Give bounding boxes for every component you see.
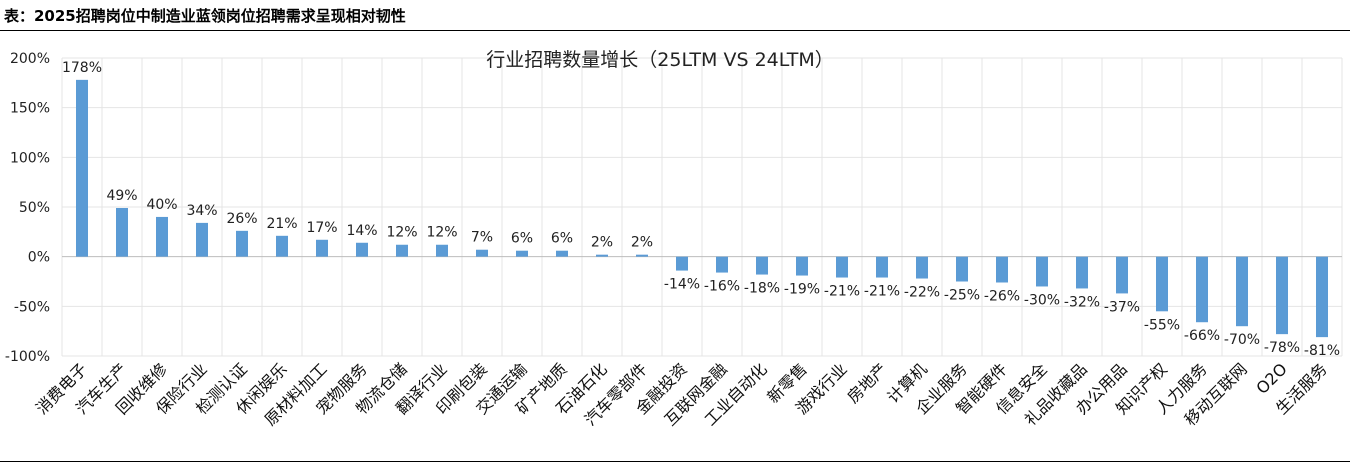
bar (356, 242, 368, 257)
data-label: -25% (944, 288, 980, 304)
bar (276, 235, 288, 257)
report-title: 表：2025招聘岗位中制造业蓝领岗位招聘需求呈现相对韧性 (4, 7, 406, 25)
y-tick-label: 150% (10, 101, 50, 117)
data-label: 21% (266, 216, 297, 232)
bar (956, 256, 968, 282)
data-label: -55% (1144, 317, 1180, 333)
bar (1236, 256, 1248, 327)
data-labels: 178% 49% 40% 34% 26% 21% 17% 14% 12% 12% 7% 6% 6% 2% 2… (62, 60, 1340, 359)
bar (1076, 256, 1088, 289)
bar (916, 256, 928, 279)
data-label: -22% (904, 285, 940, 301)
chart-bars (76, 79, 1328, 338)
data-label: 6% (511, 231, 533, 247)
data-label: -16% (704, 279, 740, 295)
data-label: 17% (306, 220, 337, 236)
header-divider (0, 30, 1350, 31)
bar (396, 244, 408, 257)
data-label: 6% (551, 231, 573, 247)
data-label: 14% (346, 223, 377, 239)
data-label: 26% (226, 211, 257, 227)
bar (796, 256, 808, 276)
bar (1276, 256, 1288, 335)
bar (316, 239, 328, 257)
bar (556, 250, 568, 257)
y-axis: -100% -50% 0% 50% 100% 150% 200% (5, 51, 50, 365)
data-label: -70% (1224, 332, 1260, 348)
data-label: 40% (146, 197, 177, 213)
bar (716, 256, 728, 273)
y-tick-label: 50% (19, 200, 50, 216)
x-axis: 消费电子汽车生产回收维修保险行业检测认证休闲娱乐原材料加工宠物服务物流仓储翻译行… (32, 359, 1331, 429)
data-label: -78% (1264, 340, 1300, 356)
x-tick-label: 房地产 (843, 359, 890, 406)
bar (836, 256, 848, 278)
bar (436, 244, 448, 257)
data-label: -81% (1304, 343, 1340, 359)
bar (476, 249, 488, 257)
data-label: 12% (426, 225, 457, 241)
chart-title: 行业招聘数量增长（25LTM VS 24LTM） (486, 49, 833, 71)
y-tick-label: -50% (14, 299, 50, 315)
bar (1116, 256, 1128, 294)
bar (1156, 256, 1168, 312)
bar (596, 254, 608, 257)
bar (996, 256, 1008, 283)
data-label: -26% (984, 288, 1020, 304)
bar (156, 216, 168, 257)
chart-gridlines (61, 57, 1343, 357)
data-label: 12% (386, 225, 417, 241)
data-label: -14% (664, 277, 700, 293)
data-label: -66% (1184, 328, 1220, 344)
bar (116, 207, 128, 257)
bar (76, 79, 88, 257)
data-label: 34% (186, 203, 217, 219)
bar (1196, 256, 1208, 323)
y-tick-label: 100% (10, 150, 50, 166)
data-label: -21% (824, 284, 860, 300)
bar (1036, 256, 1048, 287)
bar (636, 254, 648, 257)
data-label: 7% (471, 230, 493, 246)
data-label: 2% (591, 235, 613, 251)
data-label: -32% (1064, 294, 1100, 310)
y-tick-label: -100% (5, 349, 50, 365)
data-label: -18% (744, 281, 780, 297)
report-header: 表：2025招聘岗位中制造业蓝领岗位招聘需求呈现相对韧性 (0, 0, 1350, 30)
data-label: -37% (1104, 299, 1140, 315)
bar (876, 256, 888, 278)
bar (236, 230, 248, 257)
footer-divider (0, 461, 1350, 462)
bar (196, 222, 208, 257)
y-tick-label: 0% (28, 250, 50, 266)
data-label: 2% (631, 235, 653, 251)
data-label: -19% (784, 282, 820, 298)
data-label: -21% (864, 284, 900, 300)
bar (1316, 256, 1328, 338)
bar (676, 256, 688, 271)
bar (756, 256, 768, 275)
bar (516, 250, 528, 257)
data-label: -30% (1024, 292, 1060, 308)
data-label: 49% (106, 188, 137, 204)
y-tick-label: 200% (10, 51, 50, 67)
data-label: 178% (62, 60, 102, 76)
